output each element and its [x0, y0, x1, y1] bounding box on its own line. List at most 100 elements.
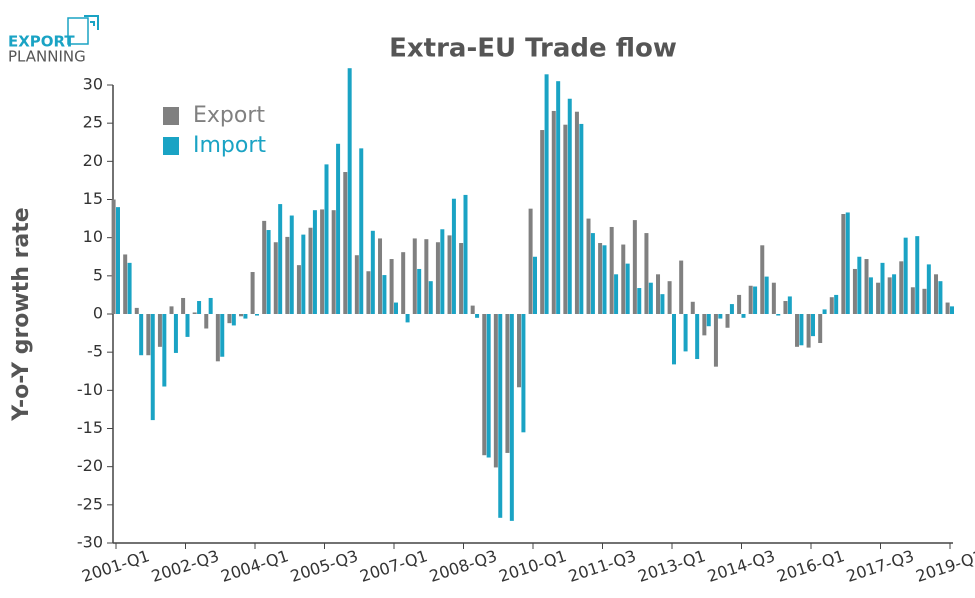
bar — [157, 314, 162, 347]
y-tick-label: -15 — [77, 418, 103, 437]
bar — [401, 252, 406, 314]
bar — [533, 256, 537, 314]
bar — [181, 297, 186, 314]
y-tick-label: 10 — [83, 227, 103, 246]
bar — [614, 274, 619, 314]
bar — [359, 148, 364, 314]
y-tick-label: 5 — [93, 265, 103, 284]
bar — [945, 302, 950, 314]
bar — [509, 314, 514, 521]
bar — [139, 314, 144, 356]
bar — [660, 294, 665, 314]
y-tick-label: 20 — [83, 151, 103, 170]
bar — [764, 276, 769, 314]
bar — [864, 259, 869, 314]
x-tick-label: 2001-Q1 — [80, 546, 152, 586]
x-tick-label: 2002-Q3 — [149, 546, 221, 586]
bar — [648, 282, 653, 314]
bar — [718, 314, 723, 319]
bar — [806, 314, 811, 348]
bar — [868, 277, 873, 314]
bar — [169, 306, 174, 314]
bar — [243, 314, 248, 319]
bar — [116, 207, 120, 314]
logo-frame — [67, 17, 89, 45]
bar — [331, 210, 336, 314]
x-tick-label: 2008-Q3 — [427, 546, 499, 586]
bar — [574, 111, 579, 314]
bar — [405, 314, 410, 323]
bar — [308, 227, 313, 314]
bar — [517, 314, 522, 388]
y-tick-label: 30 — [83, 75, 103, 94]
bar — [609, 226, 614, 314]
bar — [934, 274, 939, 314]
bar — [521, 314, 526, 433]
bar — [366, 271, 371, 314]
bar — [301, 234, 306, 314]
x-tick-label: 2011-Q3 — [566, 546, 638, 586]
bar — [204, 314, 209, 329]
bar — [320, 209, 325, 314]
bar — [625, 263, 630, 314]
bar — [713, 314, 718, 367]
bar — [208, 297, 213, 314]
bar — [551, 110, 556, 314]
bar — [370, 230, 375, 314]
bar — [162, 314, 167, 387]
legend-swatch — [163, 137, 179, 155]
bar — [579, 123, 584, 315]
bar — [567, 98, 572, 315]
bar — [197, 301, 202, 314]
y-tick-label: -5 — [87, 342, 103, 361]
bar — [637, 288, 642, 314]
bar — [296, 265, 301, 314]
x-tick-label: 2005-Q3 — [288, 546, 360, 586]
bar — [787, 296, 792, 314]
x-tick-label: 2004-Q1 — [219, 546, 291, 586]
bar — [679, 260, 684, 314]
bar — [412, 238, 417, 314]
bar — [146, 314, 151, 356]
x-tick-label: 2014-Q3 — [705, 546, 777, 586]
bar — [598, 243, 603, 314]
bar — [435, 242, 440, 314]
logo: EXPORT PLANNING — [8, 15, 99, 66]
bar — [447, 235, 452, 314]
bar — [343, 172, 348, 314]
bar — [486, 314, 491, 458]
bar — [470, 305, 475, 314]
legend-label: Export — [193, 103, 265, 128]
bar — [475, 314, 480, 318]
bar — [818, 314, 823, 344]
bar — [440, 229, 445, 314]
bar — [695, 314, 700, 360]
bar — [428, 281, 433, 314]
bar — [656, 274, 661, 314]
bar — [273, 242, 278, 314]
bar — [354, 255, 359, 314]
x-tick-label: 2010-Q1 — [497, 546, 569, 586]
bar — [262, 220, 267, 314]
bar — [892, 274, 897, 314]
bar — [378, 238, 383, 314]
bar — [811, 314, 815, 337]
bar — [899, 261, 904, 314]
bar — [590, 233, 595, 314]
bar — [134, 307, 139, 314]
bar — [285, 236, 290, 314]
bar — [347, 68, 352, 314]
logo-text: PLANNING — [8, 48, 86, 66]
bar — [215, 314, 220, 362]
logo-icon — [84, 15, 99, 30]
y-tick-label: -20 — [77, 456, 103, 475]
bar — [880, 262, 885, 314]
bar — [227, 314, 232, 324]
bar — [324, 164, 329, 314]
bar — [910, 287, 915, 314]
bar — [312, 210, 317, 314]
bar — [382, 275, 387, 314]
bar — [795, 314, 800, 347]
bar — [540, 130, 545, 314]
